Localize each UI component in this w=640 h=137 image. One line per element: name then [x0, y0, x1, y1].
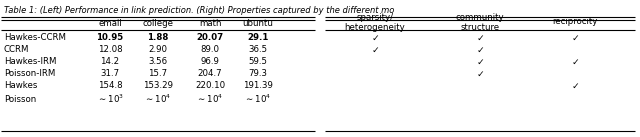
Text: Poisson: Poisson: [4, 95, 36, 103]
Text: sparsity/: sparsity/: [356, 12, 394, 22]
Text: ✓: ✓: [571, 82, 579, 91]
Text: $\sim 10^{3}$: $\sim 10^{3}$: [97, 93, 124, 105]
Text: 20.07: 20.07: [196, 34, 223, 42]
Text: 1.88: 1.88: [147, 34, 169, 42]
Text: ✓: ✓: [571, 34, 579, 42]
Text: 153.29: 153.29: [143, 82, 173, 91]
Text: email: email: [98, 19, 122, 28]
Text: 191.39: 191.39: [243, 82, 273, 91]
Text: ✓: ✓: [371, 34, 379, 42]
Text: $\sim 10^{4}$: $\sim 10^{4}$: [244, 93, 271, 105]
Text: 2.90: 2.90: [148, 45, 168, 55]
Text: Hawkes-IRM: Hawkes-IRM: [4, 58, 56, 66]
Text: Hawkes-CCRM: Hawkes-CCRM: [4, 34, 66, 42]
Text: Hawkes: Hawkes: [4, 82, 37, 91]
Text: 59.5: 59.5: [248, 58, 268, 66]
Text: 29.1: 29.1: [247, 34, 269, 42]
Text: ✓: ✓: [476, 34, 484, 42]
Text: heterogeneity: heterogeneity: [344, 22, 405, 32]
Text: ✓: ✓: [371, 45, 379, 55]
Text: math: math: [199, 19, 221, 28]
Text: $\sim 10^{4}$: $\sim 10^{4}$: [196, 93, 223, 105]
Text: $\sim 10^{4}$: $\sim 10^{4}$: [145, 93, 172, 105]
Text: Poisson-IRM: Poisson-IRM: [4, 69, 56, 79]
Text: Table 1: (Left) Performance in link prediction. (Right) Properties captured by t: Table 1: (Left) Performance in link pred…: [4, 6, 394, 15]
Text: reciprocity: reciprocity: [552, 18, 598, 26]
Text: 10.95: 10.95: [97, 34, 124, 42]
Text: ubuntu: ubuntu: [243, 19, 273, 28]
Text: 89.0: 89.0: [200, 45, 220, 55]
Text: 154.8: 154.8: [98, 82, 122, 91]
Text: structure: structure: [460, 22, 500, 32]
Text: ✓: ✓: [476, 58, 484, 66]
Text: ✓: ✓: [571, 58, 579, 66]
Text: CCRM: CCRM: [4, 45, 29, 55]
Text: 3.56: 3.56: [148, 58, 168, 66]
Text: 12.08: 12.08: [98, 45, 122, 55]
Text: 96.9: 96.9: [200, 58, 220, 66]
Text: college: college: [143, 19, 173, 28]
Text: 220.10: 220.10: [195, 82, 225, 91]
Text: 204.7: 204.7: [198, 69, 222, 79]
Text: 15.7: 15.7: [148, 69, 168, 79]
Text: ✓: ✓: [476, 69, 484, 79]
Text: 36.5: 36.5: [248, 45, 268, 55]
Text: 14.2: 14.2: [100, 58, 120, 66]
Text: community: community: [456, 12, 504, 22]
Text: ✓: ✓: [476, 45, 484, 55]
Text: 79.3: 79.3: [248, 69, 268, 79]
Text: 31.7: 31.7: [100, 69, 120, 79]
